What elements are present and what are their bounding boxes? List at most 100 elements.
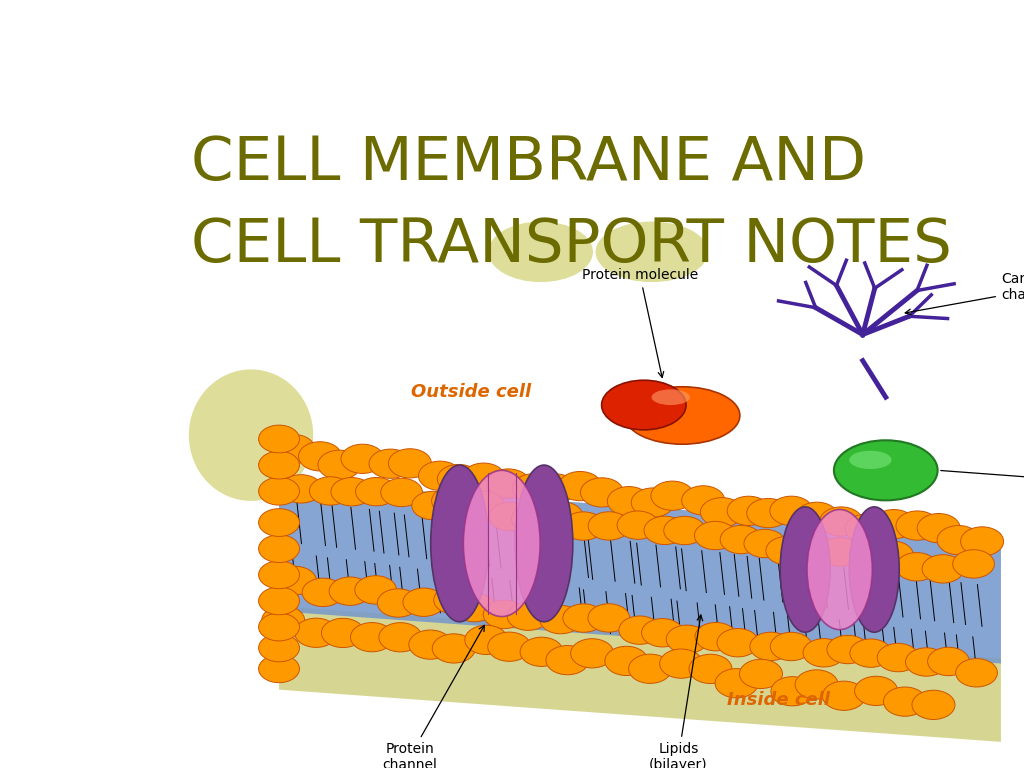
Circle shape bbox=[605, 646, 648, 676]
Circle shape bbox=[388, 449, 431, 478]
Ellipse shape bbox=[651, 389, 690, 405]
Circle shape bbox=[803, 639, 845, 667]
Circle shape bbox=[845, 514, 888, 543]
Circle shape bbox=[850, 639, 892, 667]
Circle shape bbox=[317, 450, 360, 479]
Circle shape bbox=[750, 632, 792, 660]
Ellipse shape bbox=[515, 465, 572, 622]
Circle shape bbox=[739, 659, 782, 689]
Text: Protein
molecule: Protein molecule bbox=[941, 465, 1024, 496]
Ellipse shape bbox=[431, 465, 488, 622]
Circle shape bbox=[379, 623, 422, 652]
Ellipse shape bbox=[189, 370, 312, 500]
Circle shape bbox=[581, 478, 624, 507]
Text: Lipids
(bilayer): Lipids (bilayer) bbox=[649, 615, 708, 768]
Circle shape bbox=[961, 527, 1004, 556]
Circle shape bbox=[437, 465, 480, 494]
Circle shape bbox=[955, 659, 997, 687]
Text: CELL MEMBRANE AND: CELL MEMBRANE AND bbox=[191, 134, 866, 193]
Polygon shape bbox=[279, 606, 1001, 742]
Circle shape bbox=[664, 516, 706, 545]
Circle shape bbox=[682, 486, 725, 515]
Circle shape bbox=[667, 625, 708, 654]
Circle shape bbox=[434, 586, 475, 614]
Circle shape bbox=[912, 690, 955, 720]
Circle shape bbox=[570, 639, 613, 668]
Ellipse shape bbox=[489, 222, 592, 281]
Circle shape bbox=[746, 498, 790, 528]
Circle shape bbox=[607, 487, 650, 516]
Circle shape bbox=[534, 474, 577, 503]
Circle shape bbox=[922, 554, 964, 583]
Circle shape bbox=[819, 507, 862, 536]
Circle shape bbox=[744, 529, 785, 558]
Circle shape bbox=[694, 521, 736, 550]
Circle shape bbox=[878, 644, 919, 672]
Circle shape bbox=[827, 635, 868, 664]
Circle shape bbox=[259, 452, 299, 479]
Circle shape bbox=[259, 561, 299, 588]
Circle shape bbox=[299, 442, 342, 471]
Circle shape bbox=[796, 502, 839, 531]
Text: Protein molecule: Protein molecule bbox=[582, 268, 698, 377]
Circle shape bbox=[309, 477, 351, 505]
Circle shape bbox=[558, 472, 601, 501]
Ellipse shape bbox=[463, 470, 541, 617]
Text: Outside cell: Outside cell bbox=[411, 383, 531, 401]
Circle shape bbox=[350, 623, 393, 652]
Circle shape bbox=[259, 535, 299, 562]
Circle shape bbox=[259, 508, 299, 536]
Ellipse shape bbox=[834, 440, 938, 501]
Circle shape bbox=[486, 469, 529, 498]
Circle shape bbox=[431, 487, 473, 515]
Ellipse shape bbox=[596, 222, 708, 281]
Circle shape bbox=[483, 601, 525, 629]
Circle shape bbox=[689, 654, 732, 684]
Circle shape bbox=[259, 425, 299, 453]
Circle shape bbox=[937, 525, 980, 554]
Polygon shape bbox=[279, 481, 1001, 664]
Circle shape bbox=[631, 488, 674, 517]
Text: Protein
channel: Protein channel bbox=[382, 625, 484, 768]
Circle shape bbox=[700, 498, 743, 527]
Circle shape bbox=[259, 587, 299, 614]
Circle shape bbox=[488, 502, 530, 531]
Circle shape bbox=[872, 509, 915, 539]
Circle shape bbox=[259, 655, 299, 683]
Circle shape bbox=[695, 623, 736, 650]
Circle shape bbox=[720, 525, 762, 554]
Circle shape bbox=[918, 514, 961, 543]
Ellipse shape bbox=[807, 509, 872, 630]
Circle shape bbox=[771, 677, 814, 706]
Circle shape bbox=[850, 545, 892, 572]
Circle shape bbox=[871, 541, 913, 569]
Circle shape bbox=[855, 677, 898, 706]
Circle shape bbox=[259, 634, 299, 662]
Circle shape bbox=[822, 681, 865, 710]
Circle shape bbox=[354, 576, 396, 604]
Circle shape bbox=[642, 618, 683, 647]
Circle shape bbox=[381, 478, 423, 507]
Circle shape bbox=[618, 616, 660, 644]
Circle shape bbox=[766, 537, 808, 564]
Circle shape bbox=[507, 602, 549, 631]
Circle shape bbox=[795, 670, 838, 699]
Circle shape bbox=[952, 550, 994, 578]
Circle shape bbox=[588, 604, 630, 632]
Circle shape bbox=[419, 461, 462, 491]
Circle shape bbox=[884, 687, 927, 717]
Circle shape bbox=[520, 637, 563, 667]
Circle shape bbox=[272, 435, 315, 464]
Circle shape bbox=[717, 628, 759, 657]
Circle shape bbox=[322, 618, 365, 647]
Circle shape bbox=[295, 618, 338, 647]
Circle shape bbox=[409, 630, 452, 659]
Circle shape bbox=[259, 613, 299, 641]
Circle shape bbox=[462, 463, 505, 492]
Circle shape bbox=[617, 511, 658, 539]
Circle shape bbox=[402, 588, 444, 617]
Circle shape bbox=[487, 632, 530, 661]
Circle shape bbox=[819, 538, 861, 566]
Circle shape bbox=[281, 475, 323, 503]
Circle shape bbox=[331, 478, 373, 506]
